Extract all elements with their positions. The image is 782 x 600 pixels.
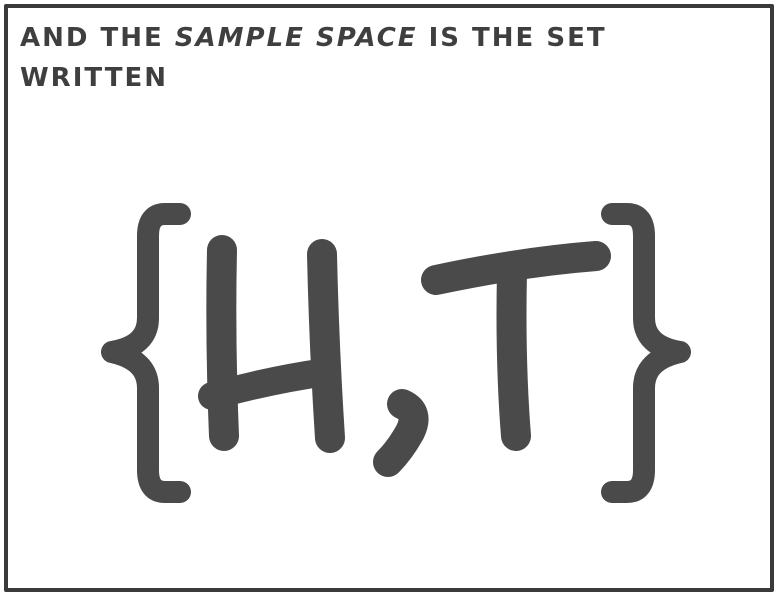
- open-brace: [101, 203, 191, 503]
- element-t-label: T: [441, 233, 563, 466]
- caption-part2: IS THE SET: [417, 23, 607, 53]
- letter-h: [198, 235, 345, 453]
- comma: [373, 389, 429, 477]
- set-notation-text: {H,T}: [100, 200, 690, 500]
- element-h-label: H: [227, 233, 377, 466]
- open-brace-text: {: [0, 0, 1, 1]
- open-brace-label: {: [100, 233, 227, 466]
- caption-line2: WRITTEN: [20, 63, 168, 93]
- caption-text: AND THE SAMPLE SPACE IS THE SET WRITTEN: [20, 18, 740, 98]
- close-brace: [601, 203, 691, 503]
- close-brace-label: }: [563, 233, 690, 466]
- caption-part1: AND THE: [20, 23, 175, 53]
- letter-t: [421, 241, 611, 451]
- comma-label: ,: [378, 233, 442, 466]
- caption-emphasis: SAMPLE SPACE: [174, 23, 418, 53]
